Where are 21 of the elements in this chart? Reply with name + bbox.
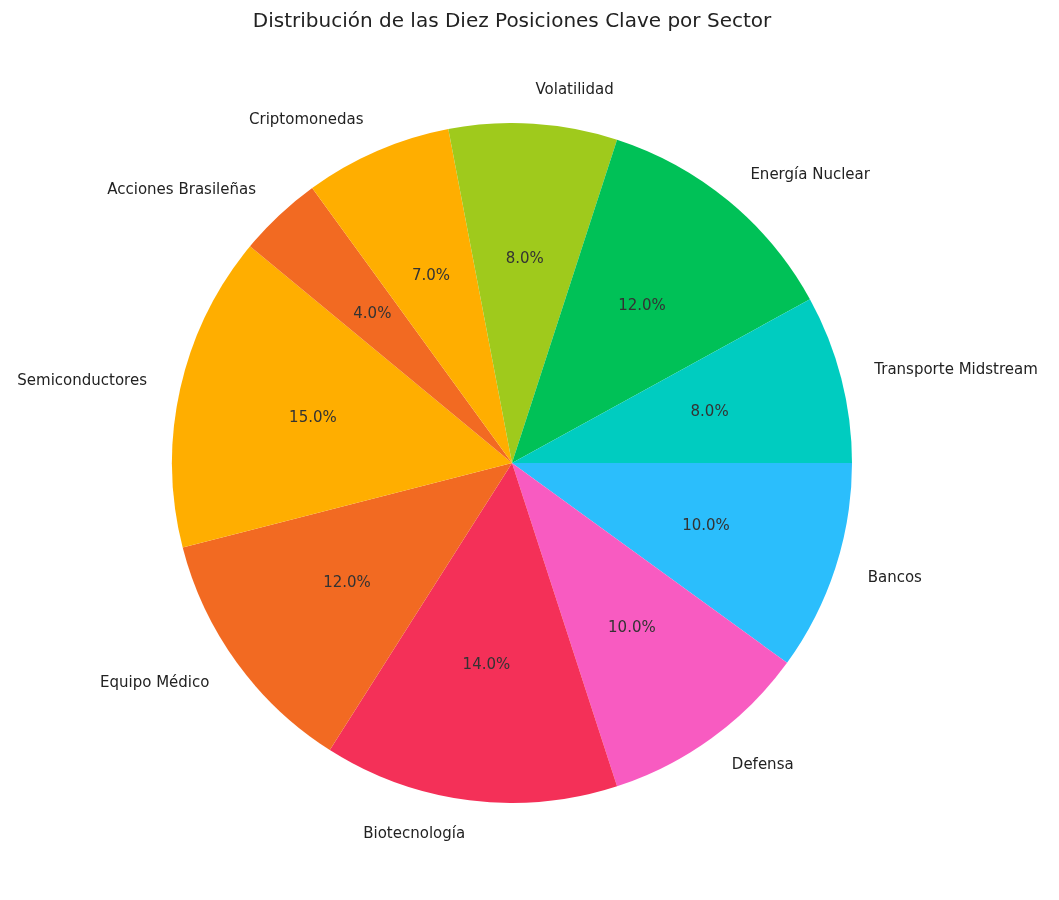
slice-label: Acciones Brasileñas [107,180,257,199]
data-label: 14.0% [462,655,511,674]
data-label: 10.0% [682,515,730,534]
data-label: 15.0% [289,408,337,427]
slice-label: Transporte Midstream [873,359,1038,378]
slice-label: Energía Nuclear [750,164,871,183]
slice-label: Biotecnología [363,823,466,842]
slice-label: Equipo Médico [99,672,210,691]
slice-label: Bancos [867,568,923,587]
slice-label: Semiconductores [17,371,148,390]
data-label: 4.0% [353,304,392,323]
data-label: 10.0% [608,617,656,636]
data-label: 8.0% [505,249,544,268]
data-label: 8.0% [690,402,729,421]
data-label: 12.0% [618,295,666,314]
slice-label: Volatilidad [535,79,614,98]
chart-title: Distribución de las Diez Posiciones Clave por Sector [252,8,772,33]
data-label: 12.0% [323,572,371,591]
slice-label: Criptomonedas [249,109,364,128]
slice-label: Defensa [731,755,794,774]
data-label: 7.0% [411,265,451,284]
